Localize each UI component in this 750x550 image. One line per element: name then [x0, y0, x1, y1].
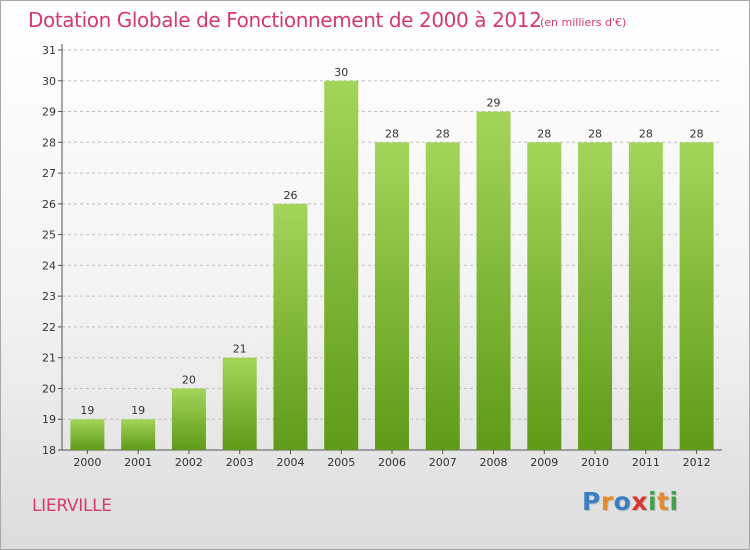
logo-letter: P: [582, 487, 601, 516]
chart-subtitle: (en milliers d'€): [540, 16, 627, 29]
bar-2006: [375, 142, 409, 451]
bar-value-label: 28: [690, 127, 704, 140]
bar-2008: [476, 111, 511, 451]
y-tick-label: 27: [42, 167, 56, 180]
bar-value-label: 28: [385, 127, 399, 140]
x-tick-label: 2002: [175, 456, 203, 469]
x-tick-label: 2001: [124, 456, 152, 469]
logo-letter: t: [657, 487, 670, 516]
y-tick-label: 30: [42, 75, 56, 88]
y-tick-label: 20: [42, 382, 56, 395]
y-tick-label: 29: [42, 106, 56, 119]
y-tick-label: 24: [42, 259, 56, 272]
y-tick-label: 25: [42, 229, 56, 242]
y-tick-label: 18: [42, 444, 56, 457]
y-tick-label: 19: [42, 413, 56, 426]
bar-2005: [324, 80, 359, 451]
bar-value-label: 28: [639, 127, 653, 140]
bar-value-label: 19: [131, 404, 145, 417]
x-tick-label: 2005: [327, 456, 355, 469]
logo-letter: i: [669, 487, 679, 516]
x-tick-label: 2010: [581, 456, 609, 469]
bar-2003: [222, 357, 257, 450]
x-tick-label: 2006: [378, 456, 406, 469]
bar-2004: [273, 203, 308, 450]
bar-2011: [628, 142, 663, 451]
y-tick-label: 31: [42, 44, 56, 57]
x-tick-label: 2000: [73, 456, 101, 469]
bar-value-label: 19: [80, 404, 94, 417]
y-tick-label: 21: [42, 352, 56, 365]
commune-name: LIERVILLE: [32, 496, 112, 516]
logo-letter: x: [631, 487, 648, 516]
bar-2012: [679, 142, 714, 451]
bar-2010: [578, 142, 613, 451]
labels: 18 19 20 21 22 23 24 25 26 27 28 29 30 31 19 2000 19 2001…: [42, 44, 711, 469]
bar-2001: [121, 419, 156, 450]
bar-2007: [425, 142, 460, 451]
logo-letter: i: [648, 487, 658, 516]
bar-2000: [70, 419, 105, 450]
bar-value-label: 26: [283, 189, 297, 202]
x-tick-label: 2009: [530, 456, 558, 469]
bar-value-label: 30: [334, 66, 348, 79]
y-tick-label: 26: [42, 198, 56, 211]
chart-title: Dotation Globale de Fonctionnement de 20…: [28, 8, 542, 32]
bar-value-label: 29: [487, 97, 501, 110]
bars: [70, 80, 714, 451]
y-tick-label: 22: [42, 321, 56, 334]
bar-value-label: 28: [537, 127, 551, 140]
y-tick-label: 23: [42, 290, 56, 303]
logo-letter: o: [613, 487, 632, 516]
logo-letter: r: [600, 487, 614, 516]
bar-value-label: 28: [436, 127, 450, 140]
bar-value-label: 21: [233, 343, 247, 356]
x-tick-label: 2004: [276, 456, 304, 469]
bar-2002: [171, 388, 206, 450]
y-tick-label: 28: [42, 136, 56, 149]
x-tick-label: 2008: [480, 456, 508, 469]
bar-2009: [527, 142, 562, 451]
x-tick-label: 2007: [429, 456, 457, 469]
x-tick-label: 2011: [632, 456, 660, 469]
x-tick-label: 2012: [683, 456, 711, 469]
x-tick-label: 2003: [226, 456, 254, 469]
bar-value-label: 20: [182, 373, 196, 386]
proxiti-logo: Proxiti: [582, 487, 679, 516]
bar-value-label: 28: [588, 127, 602, 140]
